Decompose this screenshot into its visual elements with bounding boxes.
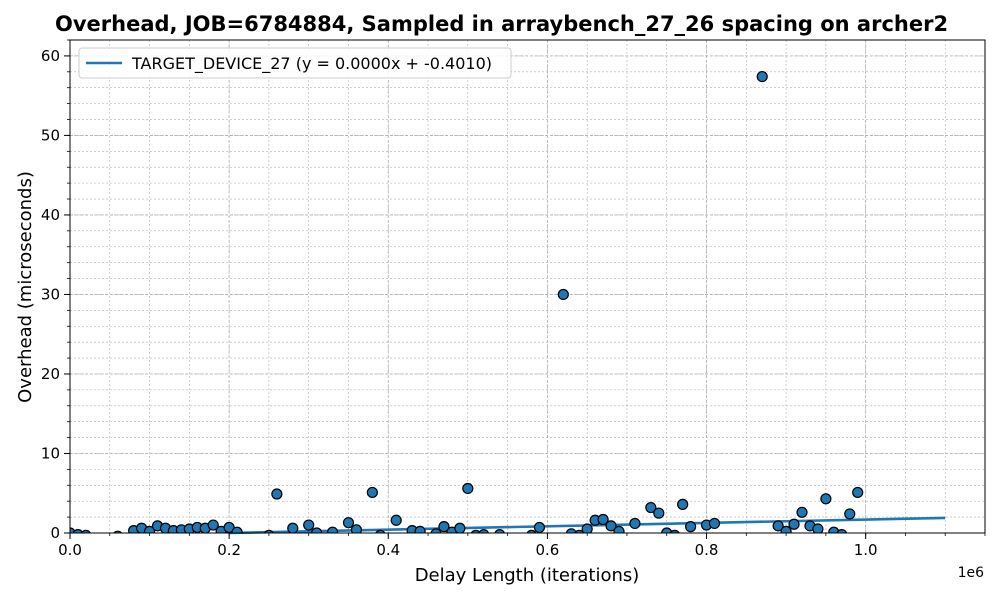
y-tick-label: 20 <box>41 365 60 383</box>
plot-frame <box>69 39 986 534</box>
scatter-point <box>271 488 283 500</box>
scatter-point <box>342 517 355 529</box>
y-tick-label: 0 <box>50 524 60 542</box>
scatter-point <box>470 529 481 533</box>
scatter-point <box>263 529 274 533</box>
scatter-points <box>70 70 864 533</box>
scatter-point <box>796 506 808 518</box>
scatter-point <box>223 521 235 533</box>
scatter-point <box>669 529 680 533</box>
scatter-point <box>375 529 386 533</box>
scatter-point <box>454 522 466 533</box>
x-tick-label: 0.6 <box>535 541 559 559</box>
scatter-point <box>756 70 768 83</box>
scatter-point <box>565 528 577 533</box>
scatter-point <box>414 525 426 533</box>
x-axis-offset-label: 1e6 <box>958 565 985 581</box>
scatter-point <box>613 525 625 533</box>
scatter-point <box>478 528 490 533</box>
scatter-point <box>287 522 299 533</box>
scatter-point <box>207 519 219 531</box>
scatter-point <box>852 486 864 499</box>
scatter-point <box>844 508 856 520</box>
x-tick-label: 0.0 <box>58 541 82 559</box>
scatter-point <box>231 526 243 533</box>
scatter-point <box>812 523 824 533</box>
scatter-point <box>661 527 673 533</box>
scatter-point <box>836 528 848 533</box>
axis-ticks: 0.0 0.2 0.4 0.6 0.8 1.0 0 10 20 30 40 50 60 <box>41 39 986 559</box>
scatter-point <box>366 486 378 499</box>
scatter-point <box>494 528 506 533</box>
scatter-point <box>708 517 721 530</box>
x-tick-label: 1.0 <box>854 541 878 559</box>
legend-box <box>78 47 512 79</box>
scatter-point <box>80 529 91 533</box>
scatter-point <box>653 507 665 519</box>
scatter-point <box>605 520 617 532</box>
scatter-point <box>677 498 689 510</box>
x-axis-label: Delay Length (iterations) <box>415 565 640 586</box>
scatter-point <box>326 526 339 533</box>
y-tick-label: 30 <box>41 285 60 303</box>
y-tick-label: 10 <box>41 444 60 462</box>
scatter-point <box>645 501 657 514</box>
scatter-point <box>438 521 450 533</box>
scatter-point <box>685 521 697 533</box>
x-tick-label: 0.4 <box>376 541 400 559</box>
scatter-point <box>533 521 546 533</box>
scatter-point <box>772 520 784 532</box>
scatter-point <box>350 524 363 533</box>
legend: TARGET_DEVICE_27 (y = 0.0000x + -0.4010) <box>78 47 512 79</box>
scatter-point <box>143 525 156 533</box>
x-tick-label: 0.2 <box>217 541 241 559</box>
scatter-point <box>526 529 537 533</box>
legend-entry-label: TARGET_DEVICE_27 (y = 0.0000x + -0.4010) <box>131 54 492 74</box>
scatter-point <box>462 482 474 495</box>
y-tick-label: 50 <box>41 126 60 144</box>
scatter-point <box>311 527 323 533</box>
scatter-point <box>430 528 442 533</box>
y-axis-label: Overhead (microseconds) <box>15 171 36 403</box>
y-tick-label: 60 <box>41 47 60 65</box>
scatter-point <box>780 525 792 533</box>
chart-title: Overhead, JOB=6784884, Sampled in arrayb… <box>55 12 948 36</box>
scatter-point <box>820 493 832 505</box>
y-tick-label: 40 <box>41 206 60 224</box>
scatter-point <box>597 513 609 526</box>
scatter-point <box>574 529 585 533</box>
scatter-point <box>788 518 800 530</box>
scatter-point <box>390 514 402 526</box>
scatter-point <box>303 519 315 531</box>
scatter-point <box>629 517 641 530</box>
scatter-point <box>581 523 593 533</box>
scatter-point <box>72 528 84 533</box>
grid <box>69 39 986 534</box>
scatter-point <box>557 288 569 301</box>
x-tick-label: 0.8 <box>695 541 719 559</box>
